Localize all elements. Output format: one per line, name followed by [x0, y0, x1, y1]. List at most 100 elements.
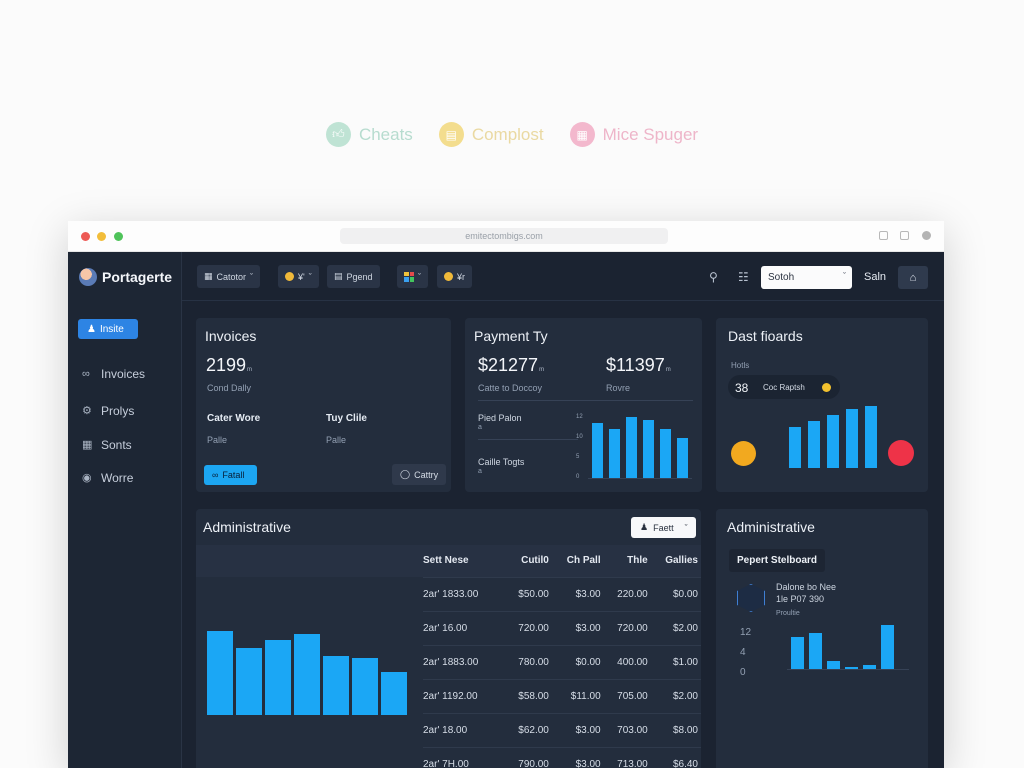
table-cell: 2ar' 1883.00: [423, 644, 505, 679]
search-select-value: Sotoh: [768, 272, 795, 283]
pgend-button[interactable]: ▤ Pgend: [327, 265, 380, 288]
coin-icon: [285, 272, 294, 281]
dashboards-caption: Hotls: [731, 361, 750, 370]
button-label: Cattry: [414, 469, 439, 480]
chip-cheats[interactable]: 👍︎ Cheats: [325, 122, 413, 147]
dropdown-label: ¥': [298, 271, 305, 282]
column-header[interactable]: Ch Pall: [566, 555, 601, 567]
sidebar-item-label: Worre: [101, 471, 134, 485]
chart-bar: [352, 657, 378, 715]
chart-bar: [265, 639, 291, 715]
catotor-dropdown[interactable]: ▦ Catotor ˇ: [197, 265, 261, 288]
chart-bar: [827, 661, 840, 669]
table-cell: 220.00: [603, 576, 651, 611]
column-header[interactable]: Thle: [627, 555, 648, 567]
axis-tick-label: 0: [576, 474, 580, 480]
payment-row-1-sub: a: [478, 424, 482, 431]
maximize-window-button[interactable]: [114, 232, 123, 241]
table-header-row: Sett Nese Cutil0 Ch Pall Thle Gallies: [423, 545, 701, 577]
search-icon[interactable]: ⚲: [709, 270, 718, 284]
chart-bar: [207, 631, 233, 715]
chart-bar: [808, 420, 820, 468]
chart-bar: [626, 417, 637, 478]
sidebar-item-sonts[interactable]: ▦ Sonts: [82, 438, 132, 452]
browser-titlebar: emitectombigs.com: [68, 221, 944, 252]
search-select[interactable]: Sotoh ˇ: [761, 266, 852, 289]
chart-bar: [845, 667, 858, 669]
grid-icon: ▦: [82, 438, 93, 451]
profile-icon[interactable]: [922, 231, 931, 240]
chart-bar: [592, 423, 603, 478]
card-title: Invoices: [205, 328, 257, 344]
fatall-button[interactable]: ∞ Fatall: [204, 465, 257, 485]
coin-dropdown[interactable]: ¥' ˇ: [278, 265, 319, 288]
table-cell: $3.00: [551, 712, 604, 747]
table-cell: $8.00: [650, 712, 701, 747]
column-header[interactable]: Cutil0: [521, 555, 549, 567]
admin2-caption: Proultie: [776, 610, 800, 617]
chevron-down-icon: ˇ: [684, 522, 688, 533]
column-header[interactable]: Sett Nese: [423, 555, 469, 567]
cattry-button[interactable]: ◯ Cattry: [392, 464, 446, 485]
button-label: ¥r: [457, 271, 466, 282]
chart-bar: [609, 429, 620, 478]
table-row[interactable]: 2ar' 16.00 720.00 $3.00 720.00 $2.00: [423, 610, 701, 645]
sidebar-item-insite[interactable]: ♟ Insite: [78, 319, 138, 339]
chart-bar: [863, 665, 876, 669]
chart-bar: [381, 671, 407, 715]
table-cell: $50.00: [504, 576, 552, 611]
sidebar-item-worre[interactable]: ◉ Worre: [82, 471, 133, 485]
home-button[interactable]: ⌂: [898, 266, 928, 289]
table-row[interactable]: 2ar' 7H.00 790.00 $3.00 713.00 $6.40: [423, 746, 701, 768]
chevron-down-icon: ˇ: [308, 271, 312, 282]
tabs-icon[interactable]: [900, 231, 909, 240]
apps-dropdown[interactable]: ˇ: [397, 265, 428, 288]
sidebar-item-prolys[interactable]: ⚙ Prolys: [82, 404, 134, 418]
document-icon: ▤: [334, 271, 343, 281]
chart-icon[interactable]: ☷: [738, 270, 749, 284]
table-row[interactable]: 2ar' 1833.00 $50.00 $3.00 220.00 $0.00: [423, 576, 701, 611]
sidebar-item-invoices[interactable]: ∞ Invoices: [82, 367, 145, 381]
chart-baseline: [588, 478, 692, 479]
status-dot-icon: [822, 383, 831, 392]
table-header-bg: [196, 545, 701, 577]
minimize-window-button[interactable]: [97, 232, 106, 241]
chip-label: Cheats: [358, 124, 413, 144]
table-cell: 703.00: [603, 712, 651, 747]
chip-label: Complost: [471, 124, 544, 144]
sidebar: Portagerte ♟ Insite ∞ Invoices ⚙ Prolys …: [68, 252, 182, 768]
top-navigation: ▦ Catotor ˇ ¥' ˇ ▤ Pgend ˇ ¥r ⚲ ☷ Sotoh …: [182, 252, 944, 301]
table-row[interactable]: 2ar' 1883.00 780.00 $0.00 400.00 $1.00: [423, 644, 701, 679]
sidebar-item-label: Prolys: [101, 404, 135, 418]
chip-complost[interactable]: ▤ Complost: [438, 122, 544, 147]
table-cell: $2.00: [650, 678, 701, 713]
sign-in-link[interactable]: Saln: [864, 271, 887, 283]
address-bar[interactable]: emitectombigs.com: [340, 228, 668, 244]
chevron-down-icon: ˇ: [843, 271, 846, 281]
chip-label: Mice Spuger: [602, 124, 699, 144]
chip-mice-spuger[interactable]: ▦ Mice Spuger: [569, 122, 699, 147]
column-header[interactable]: Gallies: [665, 555, 698, 567]
table-row[interactable]: 2ar' 18.00 $62.00 $3.00 703.00 $8.00: [423, 712, 701, 747]
share-icon[interactable]: [879, 231, 888, 240]
refresh-icon: ◯: [400, 469, 411, 479]
invoices-caption: Cond Dally: [207, 383, 252, 393]
stelboard-pill[interactable]: Pepert Stelboard: [729, 549, 826, 572]
document-icon: ▤: [438, 122, 464, 147]
table-row[interactable]: 2ar' 1192.00 $58.00 $11.00 705.00 $2.00: [423, 678, 701, 713]
admin-filter-dropdown[interactable]: ♟ Faett ˇ: [631, 517, 696, 538]
brand[interactable]: Portagerte: [79, 268, 172, 286]
table-cell: 2ar' 18.00: [423, 712, 505, 747]
filter-button[interactable]: ¥r: [437, 265, 473, 288]
dashboards-card: Dast fioards Hotls 38 Coc Raptsh: [716, 318, 928, 492]
chart-bar: [791, 637, 804, 669]
axis-tick-label: 0: [740, 667, 746, 678]
close-window-button[interactable]: [81, 232, 90, 241]
book-icon: ▦: [569, 122, 595, 147]
dashboards-badge-label: Coc Raptsh: [763, 383, 805, 392]
yellow-circle-icon: [731, 441, 756, 466]
payment-row-1: Pied Palon: [478, 413, 522, 423]
invoices-col2-sub: Palle: [326, 435, 347, 445]
chart-bar: [809, 633, 822, 669]
table-cell: 720.00: [504, 610, 552, 645]
